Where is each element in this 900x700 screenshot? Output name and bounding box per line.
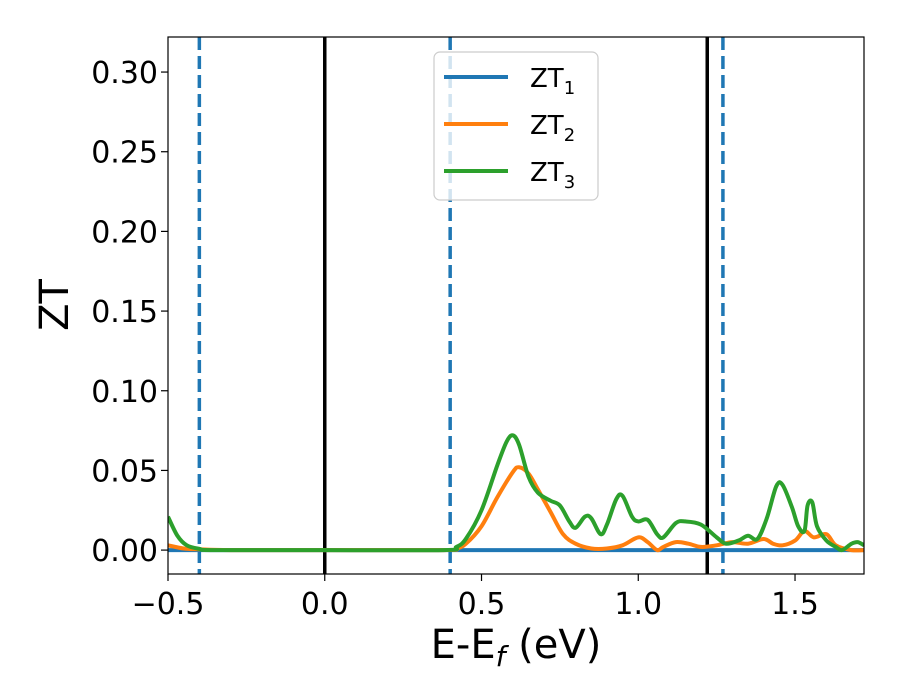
- y-tick-label: 0.30: [91, 56, 158, 91]
- x-tick-label: −0.5: [132, 587, 205, 622]
- y-tick-label: 0.05: [91, 454, 158, 489]
- y-tick-label: 0.00: [91, 534, 158, 569]
- x-tick-label: 1.0: [614, 587, 662, 622]
- y-tick-label: 0.20: [91, 215, 158, 250]
- y-axis: 0.00 0.05 0.10 0.15 0.20 0.25 0.30: [91, 56, 168, 569]
- x-tick-label: 1.5: [771, 587, 819, 622]
- legend-box: [433, 51, 599, 201]
- series-lines: [168, 433, 864, 553]
- x-tick-label: 0.0: [301, 587, 349, 622]
- x-axis: −0.5 0.0 0.5 1.0 1.5: [132, 574, 819, 622]
- legend-label-3: ZT3: [530, 158, 575, 193]
- reference-lines: [197, 37, 725, 574]
- legend: ZT1 ZT2 ZT3: [433, 51, 599, 201]
- legend-label-1: ZT1: [530, 64, 575, 99]
- legend-label-2: ZT2: [530, 111, 575, 146]
- y-tick-label: 0.25: [91, 136, 158, 171]
- y-tick-label: 0.10: [91, 375, 158, 410]
- series-line-3: [168, 433, 864, 553]
- plot-frame: [167, 36, 865, 575]
- y-axis-label: ZT: [32, 279, 78, 331]
- x-tick-label: 0.5: [458, 587, 506, 622]
- y-tick-label: 0.15: [91, 295, 158, 330]
- x-axis-label: E-Ef (eV): [431, 622, 602, 673]
